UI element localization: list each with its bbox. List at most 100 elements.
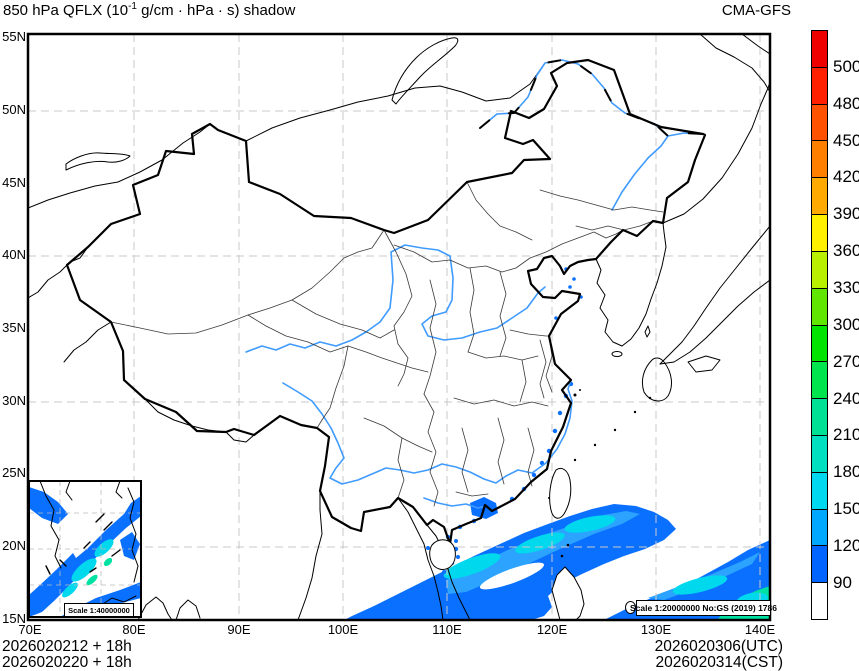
colorbar-segment <box>812 583 827 619</box>
taiwan-island <box>549 467 572 519</box>
colorbar-segment <box>812 251 827 289</box>
colorbar-label-90: 90 <box>833 573 852 592</box>
amur-river <box>479 59 704 137</box>
lat-label-25n: 25N <box>2 465 26 480</box>
init-time-utc: 2026020212 + 18h <box>2 638 132 655</box>
rivers <box>245 59 704 509</box>
lon-label-130e: 130E <box>640 622 672 637</box>
kyushu-island <box>641 357 672 402</box>
lat-label-55n: 55N <box>2 29 26 44</box>
colorbar <box>811 30 828 620</box>
kashmir-border <box>28 246 89 299</box>
okhotsk-coast <box>699 34 770 93</box>
lat-label-35n: 35N <box>2 320 26 335</box>
colorbar-segment <box>812 399 827 436</box>
geography <box>28 34 770 620</box>
islands <box>429 467 585 620</box>
yangtze-river <box>282 379 573 485</box>
colorbar-label-120: 120 <box>833 536 859 555</box>
map-frame <box>26 32 772 622</box>
amur-border-dashes <box>479 59 704 137</box>
colorbar-segment <box>812 288 827 326</box>
scale-note-inset: Scale 1:40000000 <box>64 603 134 617</box>
lon-label-110e: 110E <box>432 622 462 637</box>
china-national-border <box>65 58 707 546</box>
colorbar-segment <box>812 178 827 216</box>
lat-label-50n: 50N <box>2 102 26 117</box>
page-title: 850 hPa QFLX (10-1 g/cm · hPa · s) shado… <box>3 1 296 19</box>
colorbar-segment <box>812 546 827 584</box>
india-nw-border <box>63 321 112 363</box>
qflx-gap-lens <box>479 562 545 590</box>
inset-graticule <box>29 481 141 617</box>
lake-balkhash <box>65 152 131 171</box>
lon-label-90e: 90E <box>227 622 251 637</box>
india-coast <box>175 599 201 620</box>
colorbar-segment <box>812 325 827 363</box>
colorbar-label-150: 150 <box>833 499 859 518</box>
init-time-cst: 2026020220 + 18h <box>2 654 132 671</box>
okhotsk-coast2 <box>741 34 770 55</box>
inset-coasts <box>39 481 139 607</box>
colorbar-label-500: 500 <box>833 57 859 76</box>
bhutan-border <box>225 431 255 443</box>
colorbar-label-180: 180 <box>833 462 859 481</box>
title-suffix: g/cm · hPa · s) shadow <box>136 2 296 19</box>
colorbar-segment <box>812 435 827 473</box>
songhua-river <box>611 135 669 211</box>
honshu-coast <box>659 225 770 365</box>
model-name: CMA-GFS <box>721 2 791 19</box>
shikoku-island <box>687 355 721 373</box>
colorbar-segment <box>812 509 827 547</box>
title-superscript: -1 <box>128 1 137 12</box>
lon-label-80e: 80E <box>122 622 146 637</box>
vietnam-coast <box>426 524 471 620</box>
lat-label-20n: 20N <box>2 538 26 553</box>
inset-shading <box>29 487 141 617</box>
title-prefix: 850 hPa QFLX (10 <box>3 2 129 19</box>
foreign-borders-coasts <box>28 34 770 620</box>
qflx-light-main <box>446 511 640 594</box>
lat-label-15n: 15N <box>2 611 26 626</box>
colorbar-label-420: 420 <box>833 167 859 186</box>
lon-label-100e: 100E <box>327 622 359 637</box>
lat-label-45n: 45N <box>2 175 26 190</box>
lake-baikal <box>391 37 459 105</box>
mongolia-russia-border <box>245 62 546 142</box>
colorbar-label-390: 390 <box>833 204 859 223</box>
bangladesh-coast <box>137 596 173 620</box>
colorbar-segment <box>812 215 827 252</box>
lon-label-120e: 120E <box>536 622 568 637</box>
lon-label-70e: 70E <box>18 622 42 637</box>
colorbar-segment <box>812 472 827 510</box>
qflx-cyan-patch <box>564 515 616 533</box>
colorbar-segment <box>812 67 827 105</box>
island-marker <box>625 601 636 614</box>
valid-time-cst: 2026020314(CST) <box>655 654 783 671</box>
jeju-island <box>611 351 623 357</box>
lon-label-140e: 140E <box>744 622 776 637</box>
colorbar-label-330: 330 <box>833 278 859 297</box>
lat-label-40n: 40N <box>2 247 26 262</box>
colorbar-segment <box>812 141 827 179</box>
qflx-cyan-patch <box>672 575 728 595</box>
colorbar-label-480: 480 <box>833 94 859 113</box>
colorbar-segment <box>812 362 827 400</box>
colorbar-label-450: 450 <box>833 131 859 150</box>
province-borders <box>110 181 664 507</box>
lat-label-30n: 30N <box>2 393 26 408</box>
colorbar-label-360: 360 <box>833 241 859 260</box>
colorbar-label-240: 240 <box>833 389 859 408</box>
luzon-island <box>551 566 585 620</box>
scale-note-main: Scale 1:20000000 No:GS (2019) 1786 <box>630 600 777 616</box>
nepal-border <box>144 398 227 433</box>
qflx-cyan-patch <box>443 553 501 579</box>
tsushima-island <box>644 325 651 338</box>
colorbar-segment <box>812 104 827 142</box>
colorbar-label-300: 300 <box>833 315 859 334</box>
colorbar-label-210: 210 <box>833 425 859 444</box>
hainan-island <box>429 539 456 570</box>
kazakh-russia-border <box>28 123 211 209</box>
